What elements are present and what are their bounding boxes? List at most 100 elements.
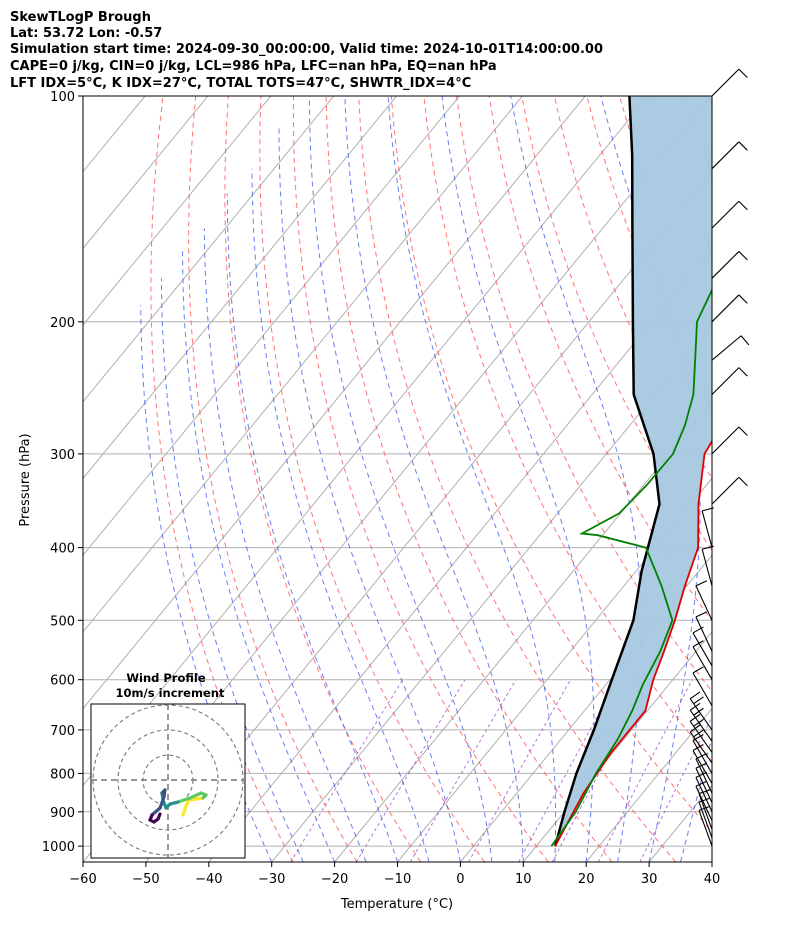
wind-barb-staff xyxy=(711,251,740,279)
temperature-line xyxy=(554,439,712,847)
wind-barb-flag xyxy=(692,640,704,648)
moist-adiabat xyxy=(711,860,712,862)
wind-barb-staff xyxy=(695,767,713,803)
cape-region xyxy=(555,96,712,847)
wind-barb-staff xyxy=(692,672,713,707)
series-layer xyxy=(550,96,712,847)
cape-line: CAPE=0 j/kg, CIN=0 j/kg, LCL=986 hPa, LF… xyxy=(10,59,497,74)
moist-adiabat xyxy=(160,278,304,862)
wind-barb-flag xyxy=(738,141,748,151)
x-tick-label: −20 xyxy=(321,872,348,887)
dewpoint-line xyxy=(550,287,712,847)
hodograph: Wind Profile 10m/s increment xyxy=(90,671,246,859)
wind-barb-staff xyxy=(695,758,713,794)
isotherm xyxy=(0,96,82,862)
wind-barb-staff xyxy=(711,426,740,455)
wind-barb-flag xyxy=(738,426,748,436)
y-tick-label: 700 xyxy=(50,724,75,739)
moist-adiabat xyxy=(278,126,461,862)
dry-adiabat xyxy=(358,96,677,862)
wind-barb-staff xyxy=(698,810,713,847)
x-tick-label: −60 xyxy=(69,872,96,887)
wind-barb-staff xyxy=(701,549,713,587)
hodograph-trace xyxy=(176,796,192,804)
wind-barbs xyxy=(689,68,750,847)
wind-barb-staff xyxy=(711,294,740,323)
x-tick-label: 20 xyxy=(578,872,595,887)
wind-barb-flag xyxy=(738,200,748,211)
isotherm xyxy=(460,554,712,862)
wind-barb-staff xyxy=(695,585,713,621)
dry-adiabat xyxy=(456,96,712,693)
wind-barb-flag xyxy=(692,734,704,741)
wind-barb-staff xyxy=(711,68,740,97)
y-axis: 100 200 300 400 500 600 700 800 900 1000 xyxy=(42,90,83,855)
isotherm xyxy=(83,96,272,326)
y-tick-label: 400 xyxy=(50,542,75,557)
hodograph-subtitle: 10m/s increment xyxy=(116,686,225,700)
y-tick-label: 100 xyxy=(50,90,75,105)
mixing-ratio-line xyxy=(290,679,404,862)
wind-barb-staff xyxy=(698,793,713,830)
wind-barb-flag xyxy=(738,68,748,79)
wind-barb-flag xyxy=(693,696,704,705)
wind-barb-flag xyxy=(702,507,714,512)
wind-barb-staff xyxy=(698,801,713,839)
moist-adiabat xyxy=(744,96,794,862)
wind-barb-staff xyxy=(689,720,713,753)
moist-adiabat xyxy=(251,168,430,862)
wind-barb-flag xyxy=(740,335,750,346)
y-tick-label: 300 xyxy=(50,448,75,463)
x-tick-label: −10 xyxy=(384,872,411,887)
dry-adiabat xyxy=(783,96,794,862)
dry-adiabat xyxy=(488,96,712,622)
wind-barb-flag xyxy=(695,611,708,618)
isotherm xyxy=(83,96,209,250)
x-tick-label: −50 xyxy=(132,872,159,887)
parcel-profile-line xyxy=(553,96,661,847)
wind-barb-flag xyxy=(692,666,704,674)
mixing-ratio-line xyxy=(355,679,466,862)
dry-adiabat xyxy=(750,96,794,862)
isotherm xyxy=(585,707,712,862)
wind-barb-staff xyxy=(711,476,740,505)
isotherm xyxy=(83,96,460,556)
wind-barb-flag xyxy=(689,691,701,700)
wind-barb-staff xyxy=(689,731,713,764)
y-tick-label: 600 xyxy=(50,674,75,689)
hodograph-trace xyxy=(150,806,162,817)
dry-adiabat xyxy=(390,96,712,833)
wind-barb-flag xyxy=(738,251,748,261)
y-tick-label: 1000 xyxy=(42,840,75,855)
x-tick-label: 0 xyxy=(456,872,464,887)
moist-adiabat xyxy=(441,96,595,862)
wind-barb-flag xyxy=(738,367,748,377)
wind-barb-staff xyxy=(689,709,713,742)
hodograph-trace xyxy=(156,812,162,821)
dry-adiabat xyxy=(224,96,422,862)
x-tick-label: 30 xyxy=(641,872,658,887)
x-tick-label: −40 xyxy=(195,872,222,887)
wind-barb-flag xyxy=(738,476,748,487)
wind-barb-staff xyxy=(689,698,713,731)
x-tick-label: 40 xyxy=(704,872,721,887)
chart-title: SkewTLogP Brough xyxy=(10,10,151,25)
moist-adiabat xyxy=(775,96,794,862)
hodograph-trace xyxy=(188,791,203,800)
moist-adiabat xyxy=(203,228,367,862)
y-tick-label: 900 xyxy=(50,806,75,821)
moist-adiabat xyxy=(510,96,642,862)
wind-barb-staff xyxy=(692,646,713,680)
mixing-ratio-line xyxy=(639,715,712,862)
wind-barb-staff xyxy=(692,632,713,667)
y-tick-label: 800 xyxy=(50,767,75,782)
isotherm xyxy=(334,400,712,862)
wind-barb-staff xyxy=(692,740,713,774)
time-line: Simulation start time: 2024-09-30_00:00:… xyxy=(10,42,603,57)
isotherm xyxy=(522,631,712,862)
wind-barb-staff xyxy=(692,750,713,784)
y-axis-label: Pressure (hPa) xyxy=(18,433,33,526)
isotherm xyxy=(711,861,712,862)
mixing-ratio-line xyxy=(468,679,571,862)
